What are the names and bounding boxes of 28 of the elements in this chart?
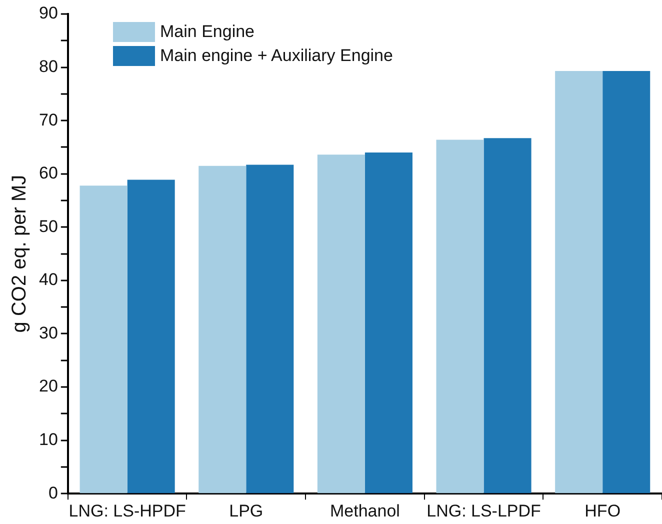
bar xyxy=(484,138,532,494)
bar xyxy=(602,71,650,494)
y-axis-title: g CO2 eq. per MJ xyxy=(8,174,31,333)
y-tick-label: 0 xyxy=(48,483,58,502)
y-tick-label: 20 xyxy=(38,376,58,396)
bar xyxy=(127,180,175,494)
legend-label: Main engine + Auxiliary Engine xyxy=(160,46,393,66)
y-tick-label: 60 xyxy=(38,164,58,183)
y-tick-label: 30 xyxy=(38,323,58,342)
y-tick-label: 40 xyxy=(38,270,58,290)
x-tick-label: LNG: LS-LPDF xyxy=(426,501,541,520)
y-tick-label: 50 xyxy=(38,216,58,236)
x-tick-label: Methanol xyxy=(330,501,400,520)
bar xyxy=(364,152,412,494)
bar xyxy=(555,71,603,494)
bar xyxy=(80,186,128,494)
bar xyxy=(198,166,246,494)
y-tick-label: 90 xyxy=(38,4,58,23)
y-tick-label: 80 xyxy=(38,56,58,76)
x-tick-label: LNG: LS-HPDF xyxy=(68,501,186,520)
legend-label: Main Engine xyxy=(160,22,255,42)
bar xyxy=(246,164,294,494)
y-tick-label: 70 xyxy=(38,110,58,130)
x-tick-label: LPG xyxy=(229,501,264,520)
bar xyxy=(436,140,484,494)
bar xyxy=(317,154,365,494)
x-tick-label: HFO xyxy=(584,501,621,520)
y-tick-label: 10 xyxy=(38,430,58,449)
